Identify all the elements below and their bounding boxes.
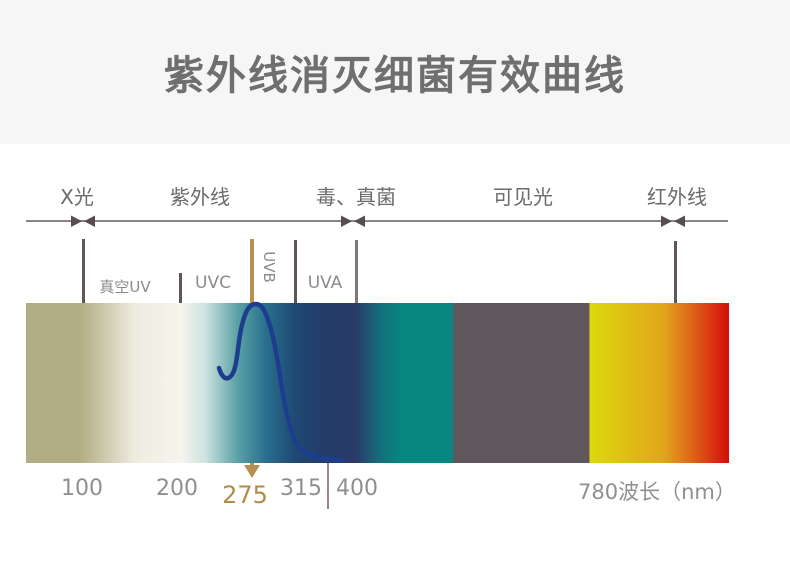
region-label-virus-fungi: 毒、真菌 xyxy=(316,185,396,209)
region-label-ultraviolet: 紫外线 xyxy=(170,185,230,209)
band-label-uvb: UVB xyxy=(260,251,278,283)
spectrum-bar xyxy=(26,303,729,463)
title-band: 紫外线消灭细菌有效曲线 xyxy=(0,0,790,144)
band-label-vacuum-uv: 真空UV xyxy=(99,278,151,296)
region-label-visible-light: 可见光 xyxy=(493,185,553,209)
region-label-infrared: 红外线 xyxy=(647,185,707,209)
band-label-uvc: UVC xyxy=(195,273,231,293)
tick-780-axis-unit: 780波长（nm） xyxy=(578,480,736,504)
tick-separator-line xyxy=(327,463,329,509)
band-label-uva: UVA xyxy=(307,273,343,293)
peak-arrowhead-icon xyxy=(244,465,260,478)
tick-275-highlight: 275 xyxy=(222,481,268,509)
tick-200: 200 xyxy=(156,476,198,501)
page-title: 紫外线消灭细菌有效曲线 xyxy=(164,53,626,99)
tick-315: 315 xyxy=(280,476,322,501)
tick-100: 100 xyxy=(61,476,103,501)
region-label-xray: X光 xyxy=(60,185,94,209)
tick-400: 400 xyxy=(336,476,378,501)
range-axis-line xyxy=(26,220,728,222)
